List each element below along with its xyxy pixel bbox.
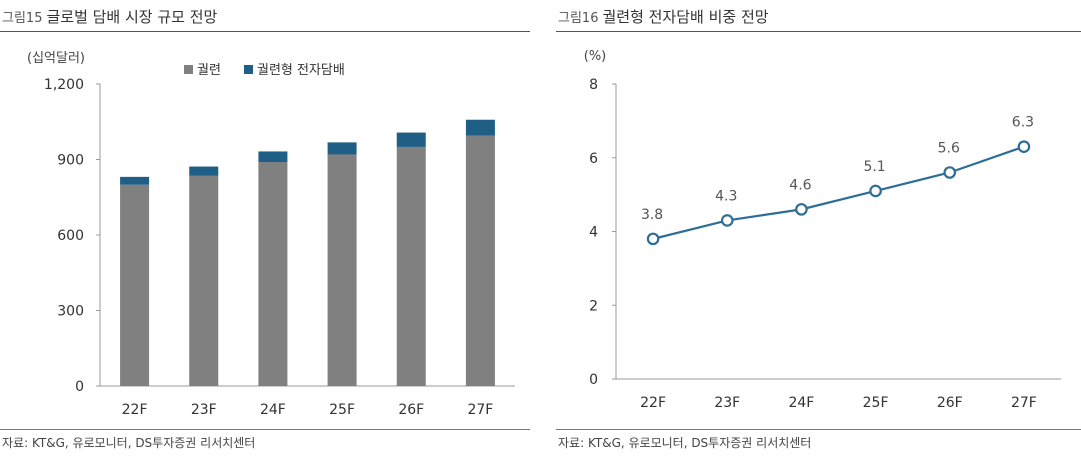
left-top-rule <box>0 31 530 32</box>
line-xtick-label: 24F <box>788 395 814 411</box>
left-title-text: 글로벌 담배 시장 규모 전망 <box>46 8 218 26</box>
bar-궐련형 전자담배-26F <box>396 132 426 147</box>
line-point-22F <box>646 232 660 246</box>
line-ytick-label: 8 <box>589 77 598 93</box>
bar-xtick-label: 23F <box>191 402 217 418</box>
left-chart-title: 그림15 글로벌 담배 시장 규모 전망 <box>2 6 217 27</box>
line-data-label: 3.8 <box>641 207 663 223</box>
line-point-27F <box>1017 140 1031 153</box>
line-xtick-label: 27F <box>1011 395 1037 411</box>
line-xtick-label: 25F <box>863 395 889 411</box>
line-unit-label: (%) <box>584 49 607 64</box>
line-point-23F <box>720 214 734 227</box>
line-chart: (%) 0 2 4 6 8 3.8 22F 4.3 23F 4.6 24F 5.1 25F 5.6 26F 6.… <box>584 49 1061 411</box>
bar-ytick-label: 600 <box>57 228 84 244</box>
right-chart-panel: 그림16 궐련형 전자담배 비중 전망 (%) 0 2 4 6 8 3.8 22F 4.3 23F 4… <box>556 0 1081 458</box>
line-ytick-label: 4 <box>589 225 598 241</box>
left-bottom-rule <box>0 429 530 430</box>
line-xtick-label: 22F <box>640 395 666 411</box>
line-ytick-label: 2 <box>589 298 598 314</box>
line-data-label: 4.6 <box>789 177 811 193</box>
bar-궐련형 전자담배-23F <box>189 166 219 176</box>
bar-xtick-label: 27F <box>467 402 493 418</box>
bar-궐련-23F <box>189 175 219 386</box>
bar-ytick-label: 1,200 <box>44 77 84 93</box>
bar-unit-label: (십억달러) <box>27 51 85 66</box>
left-chart-panel: 그림15 글로벌 담배 시장 규모 전망 (십억달러) 궐련 궐련형 전자담배 0 300… <box>0 0 530 458</box>
legend-swatch-궐련 <box>184 65 193 74</box>
line-data-label: 6.3 <box>1012 115 1034 131</box>
line-data-label: 5.6 <box>938 141 960 157</box>
line-xtick-label: 26F <box>937 395 963 411</box>
bar-ytick-label: 300 <box>57 304 84 320</box>
bar-궐련-27F <box>465 135 495 386</box>
bar-ytick-label: 0 <box>75 379 84 395</box>
bar-궐련형 전자담배-22F <box>120 176 150 185</box>
bar-궐련-26F <box>396 146 426 386</box>
line-series-path <box>652 145 1025 240</box>
bar-xtick-label: 22F <box>122 402 148 418</box>
line-point-25F <box>869 184 882 198</box>
right-chart-title: 그림16 궐련형 전자담배 비중 전망 <box>558 6 769 27</box>
legend-label-궐련: 궐련 <box>197 63 221 78</box>
bar-궐련형 전자담배-24F <box>258 151 288 163</box>
legend-label-궐련형 전자담배: 궐련형 전자담배 <box>257 63 345 78</box>
bar-궐련형 전자담배-27F <box>465 119 495 136</box>
bar-xtick-label: 25F <box>329 402 355 418</box>
line-data-label: 5.1 <box>863 159 885 175</box>
right-figure-label: 그림16 <box>558 11 599 26</box>
bar-xtick-label: 26F <box>398 402 424 418</box>
right-bottom-rule <box>556 429 1081 430</box>
line-xtick-label: 23F <box>714 395 740 411</box>
bar-궐련형 전자담배-25F <box>327 142 357 155</box>
right-source-note: 자료: KT&G, 유로모니터, DS투자증권 리서치센터 <box>558 436 812 450</box>
bar-xtick-label: 24F <box>260 402 286 418</box>
line-point-26F <box>943 166 957 179</box>
line-point-24F <box>795 203 808 216</box>
line-ytick-label: 6 <box>589 151 598 167</box>
bar-chart: (십억달러) 궐련 궐련형 전자담배 0 300 600 900 1,200 22F 23F 24F… <box>27 51 515 418</box>
legend-swatch-궐련형 전자담배 <box>244 65 253 74</box>
bar-궐련-22F <box>120 184 150 386</box>
right-title-text: 궐련형 전자담배 비중 전망 <box>602 8 769 26</box>
bar-ytick-label: 900 <box>57 153 84 169</box>
bar-궐련-25F <box>327 154 357 386</box>
right-top-rule <box>556 31 1081 32</box>
bar-궐련-24F <box>258 162 288 386</box>
left-figure-label: 그림15 <box>2 11 43 26</box>
line-ytick-label: 0 <box>589 372 598 388</box>
left-source-note: 자료: KT&G, 유로모니터, DS투자증권 리서치센터 <box>2 436 256 450</box>
line-data-label: 4.3 <box>715 188 737 204</box>
